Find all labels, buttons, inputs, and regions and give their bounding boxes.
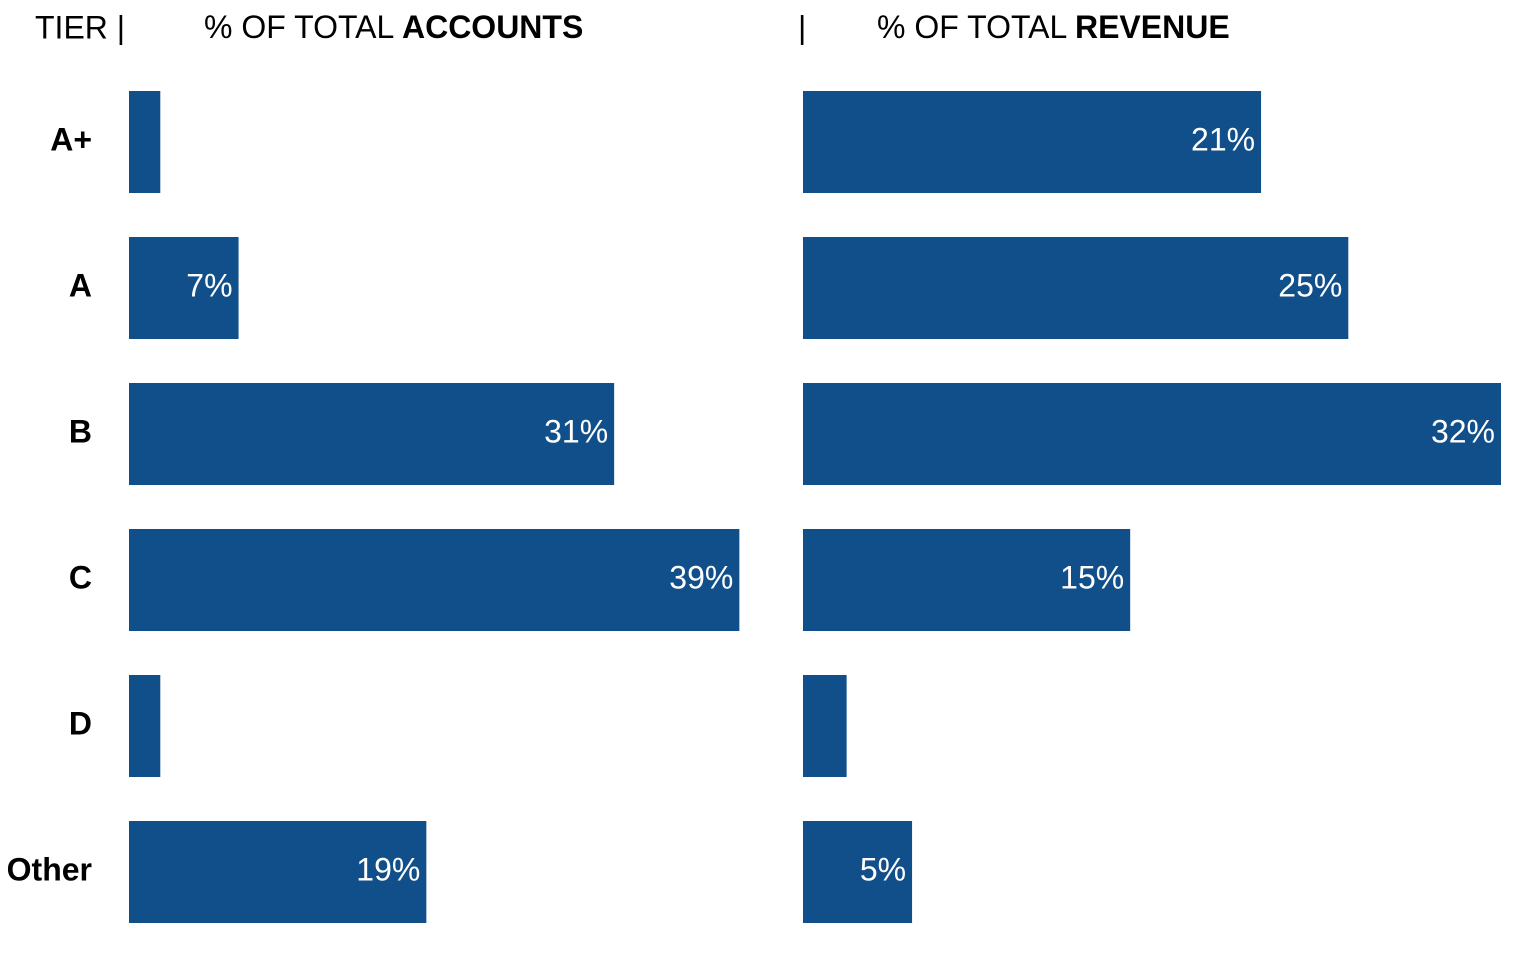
category-label: B [69, 413, 92, 449]
bar [129, 675, 161, 777]
title-prefix: % OF TOTAL [877, 9, 1066, 45]
bar [129, 237, 239, 339]
value-label: 15% [1060, 559, 1124, 595]
bar [129, 529, 740, 631]
bar [803, 529, 1131, 631]
value-label: 19% [356, 851, 420, 887]
value-label: 5% [860, 851, 906, 887]
category-header: TIER | [35, 9, 125, 45]
panel-title: % OF TOTAL ACCOUNTS [204, 9, 583, 45]
bar [129, 91, 161, 193]
bar [803, 91, 1262, 193]
value-label: 21% [1191, 121, 1255, 157]
value-label: 39% [669, 559, 733, 595]
bar [803, 675, 847, 777]
category-label: A+ [50, 121, 92, 157]
panel-title: % OF TOTAL REVENUE [877, 9, 1230, 45]
value-label: 25% [1278, 267, 1342, 303]
value-label: 31% [544, 413, 608, 449]
value-label: 32% [1431, 413, 1495, 449]
category-label: C [69, 559, 92, 595]
separator: | [798, 9, 806, 45]
category-label: A [69, 267, 92, 303]
value-label: 7% [186, 267, 232, 303]
category-label: Other [7, 851, 92, 887]
bar [129, 383, 615, 485]
category-label: D [69, 705, 92, 741]
title-prefix: % OF TOTAL [204, 9, 393, 45]
bar [803, 821, 913, 923]
title-emphasis: ACCOUNTS [402, 9, 583, 45]
bar [803, 237, 1349, 339]
title-emphasis: REVENUE [1075, 9, 1230, 45]
bar [803, 383, 1501, 485]
bar [129, 821, 427, 923]
